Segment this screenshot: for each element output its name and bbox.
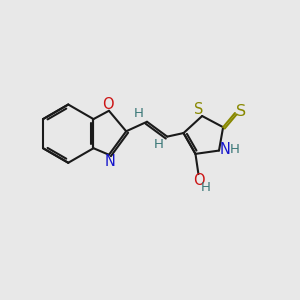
Text: H: H [230, 143, 240, 157]
Text: H: H [201, 181, 211, 194]
Text: N: N [220, 142, 231, 158]
Text: H: H [134, 107, 144, 120]
Text: O: O [102, 97, 114, 112]
Text: S: S [194, 102, 204, 117]
Text: H: H [154, 138, 164, 152]
Text: N: N [105, 154, 116, 169]
Text: O: O [194, 173, 205, 188]
Text: S: S [236, 104, 247, 119]
